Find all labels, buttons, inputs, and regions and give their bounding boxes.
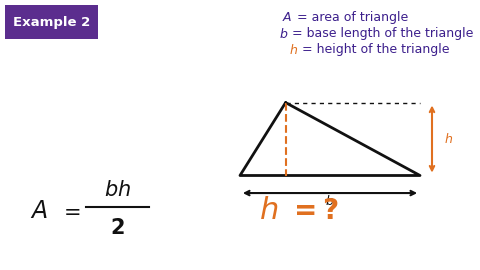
- Text: $\mathbf{\mathit{h}}$: $\mathbf{\mathit{h}}$: [259, 196, 278, 225]
- Text: $\mathbf{\mathit{h}}$: $\mathbf{\mathit{h}}$: [288, 43, 298, 57]
- Text: Example 2: Example 2: [13, 16, 90, 29]
- Text: = base length of the triangle: = base length of the triangle: [288, 27, 473, 40]
- Text: $\mathbf{2}$: $\mathbf{2}$: [110, 218, 125, 238]
- Text: = area of triangle: = area of triangle: [293, 11, 408, 24]
- Text: = height of the triangle: = height of the triangle: [298, 43, 449, 56]
- Text: $\mathit{A}$: $\mathit{A}$: [282, 11, 293, 24]
- Text: $\mathit{A}$: $\mathit{A}$: [29, 199, 48, 222]
- Text: $\mathbf{\mathit{bh}}$: $\mathbf{\mathit{bh}}$: [104, 180, 131, 200]
- Text: $\mathbf{\mathit{b}}$: $\mathbf{\mathit{b}}$: [325, 194, 335, 208]
- Text: $\mathbf{\mathit{h}}$: $\mathbf{\mathit{h}}$: [444, 132, 453, 146]
- Text: $\mathbf{= ?}$: $\mathbf{= ?}$: [288, 197, 338, 225]
- Text: $\mathbf{\mathit{b}}$: $\mathbf{\mathit{b}}$: [279, 27, 288, 41]
- Text: $=$: $=$: [59, 201, 80, 221]
- FancyBboxPatch shape: [5, 5, 98, 39]
